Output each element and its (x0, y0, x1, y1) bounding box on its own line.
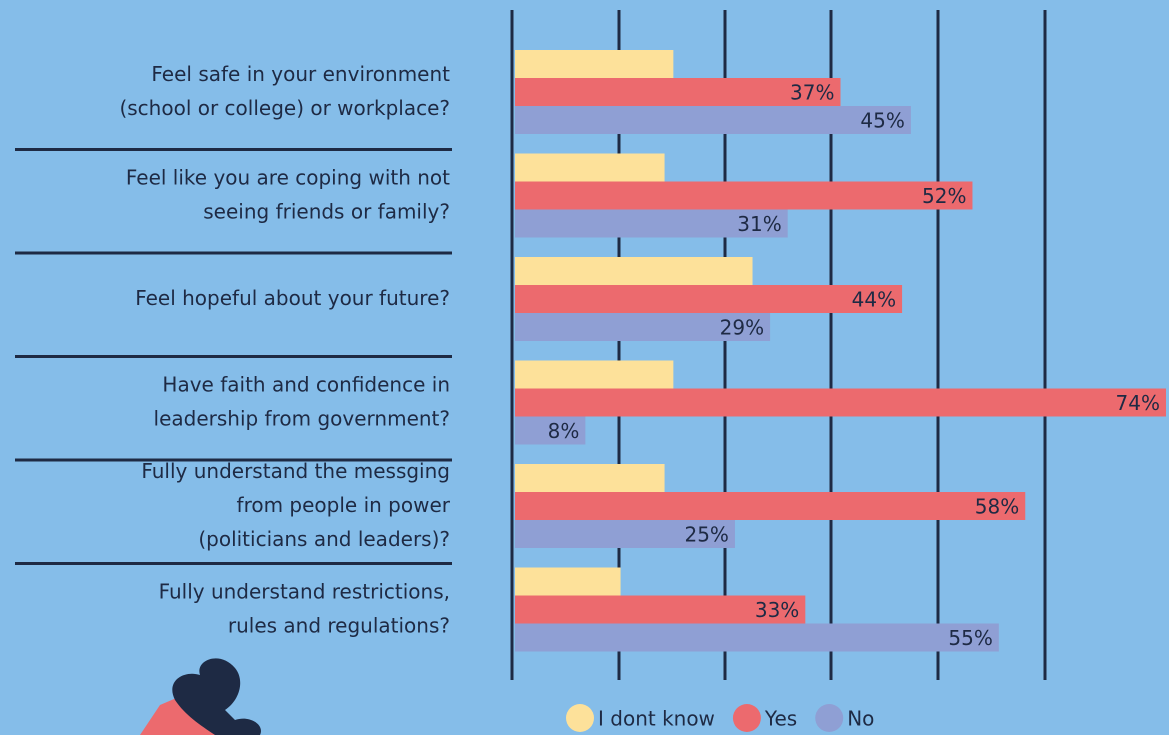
chart: Feel safe in your environment(school or … (0, 0, 1169, 735)
page: Feel safe in your environment(school or … (0, 0, 1169, 735)
value-label: 33% (755, 598, 799, 622)
category-label: Feel hopeful about your future? (135, 286, 450, 310)
bar (515, 492, 1025, 520)
value-label: 74% (1116, 391, 1160, 415)
value-label: 37% (790, 81, 834, 105)
bar (515, 568, 621, 596)
legend-swatch (733, 704, 761, 732)
bar (515, 182, 972, 210)
value-label: 25% (684, 523, 728, 547)
bar (515, 106, 911, 134)
bar (515, 50, 673, 78)
value-label: 55% (948, 626, 992, 650)
value-label: 44% (852, 288, 896, 312)
bar (515, 285, 902, 313)
bar (515, 624, 999, 652)
value-label: 29% (720, 316, 764, 340)
legend-swatch (566, 704, 594, 732)
bar (515, 257, 753, 285)
bar (515, 361, 673, 389)
value-label: 8% (548, 419, 580, 443)
value-label: 58% (975, 495, 1019, 519)
legend-swatch (815, 704, 843, 732)
bar (515, 464, 665, 492)
legend-label: No (847, 707, 874, 731)
value-label: 52% (922, 184, 966, 208)
bar (515, 389, 1166, 417)
value-label: 45% (860, 109, 904, 133)
bar (515, 154, 665, 182)
legend-label: Yes (764, 707, 797, 731)
legend-label: I dont know (598, 707, 715, 731)
value-label: 31% (737, 212, 781, 236)
